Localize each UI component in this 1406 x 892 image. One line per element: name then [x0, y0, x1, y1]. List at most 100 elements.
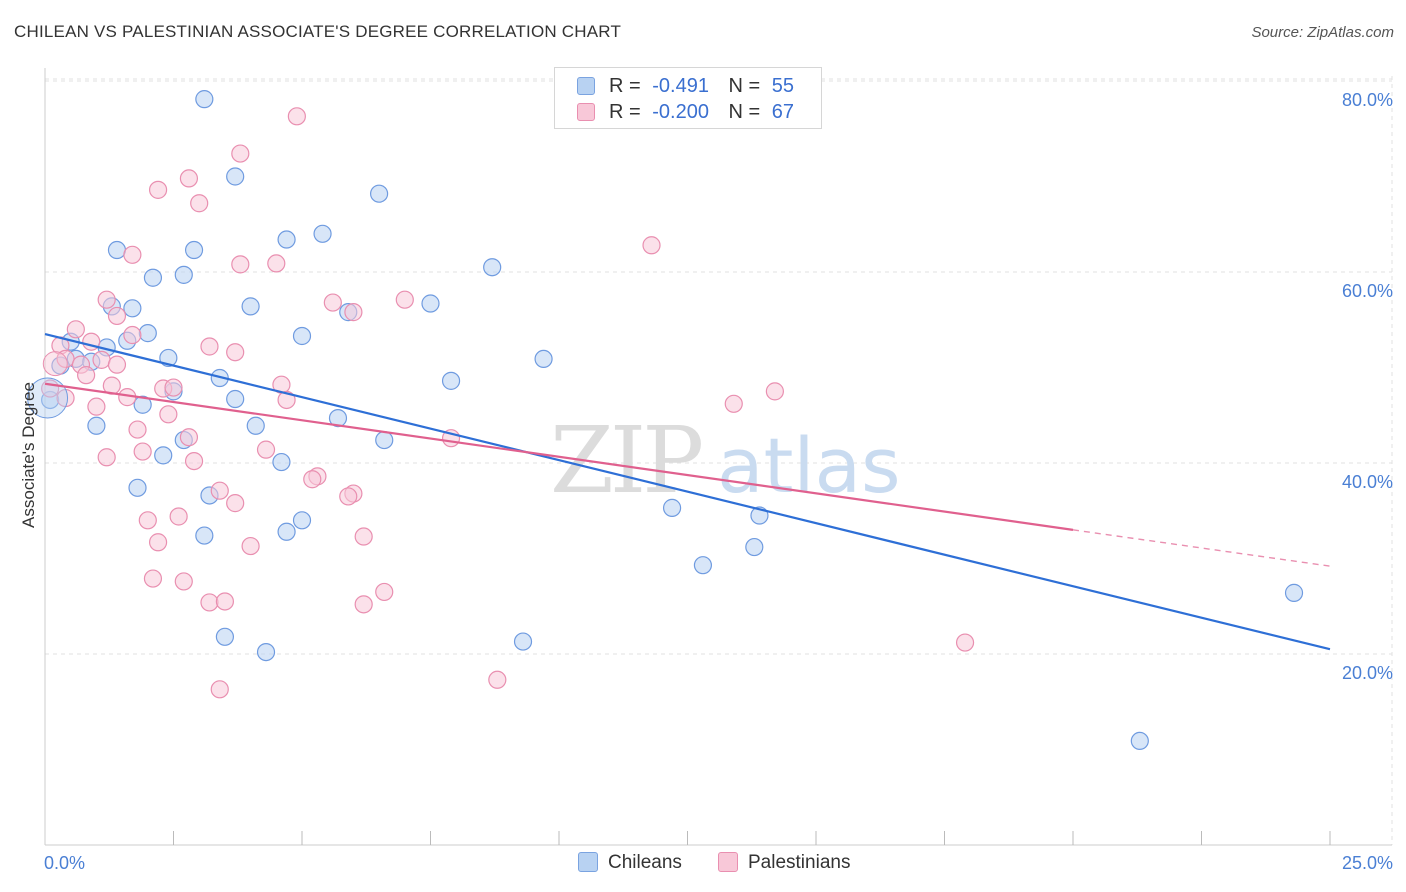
- point-chileans: [370, 184, 389, 203]
- point-chileans: [246, 416, 265, 435]
- point-palestinians: [87, 397, 106, 416]
- point-chileans: [174, 265, 193, 284]
- point-chileans: [277, 230, 296, 249]
- point-palestinians: [354, 527, 373, 546]
- point-palestinians: [123, 245, 142, 264]
- bottom-legend-swatch-palestinians: [718, 852, 738, 872]
- point-palestinians: [241, 536, 260, 556]
- point-chileans: [138, 324, 157, 343]
- y-tick-label: 80.0%: [1342, 90, 1393, 110]
- point-palestinians: [765, 382, 784, 401]
- point-palestinians: [107, 306, 127, 326]
- point-palestinians: [77, 366, 96, 385]
- bottom-legend-palestinians: Palestinians: [718, 852, 850, 874]
- point-palestinians: [179, 428, 199, 447]
- point-palestinians: [97, 448, 116, 467]
- legend-row-chileans: R = -0.491 N = 55: [577, 75, 794, 101]
- point-palestinians: [123, 325, 142, 345]
- legend-n-value-chileans: 55: [771, 75, 795, 97]
- point-palestinians: [66, 320, 85, 339]
- legend-swatch-palestinians: [577, 103, 595, 121]
- point-palestinians: [200, 337, 219, 356]
- point-chileans: [1130, 731, 1149, 751]
- point-palestinians: [226, 343, 245, 362]
- stats-legend: R = -0.491 N = 55 R = -0.200 N = 67: [554, 67, 822, 129]
- bottom-legend-chileans: Chileans: [578, 852, 682, 874]
- trend-line-extension-palestinians: [1072, 529, 1331, 567]
- point-chileans: [534, 349, 553, 369]
- point-chileans: [195, 526, 214, 545]
- watermark: ZIP atlas: [550, 407, 901, 514]
- point-palestinians: [210, 481, 229, 500]
- point-chileans: [513, 632, 533, 651]
- point-palestinians: [395, 290, 414, 309]
- point-chileans: [292, 326, 312, 346]
- point-palestinians: [179, 169, 199, 188]
- legend-swatch-chileans: [577, 77, 595, 95]
- point-chileans: [272, 452, 291, 472]
- point-palestinians: [231, 255, 250, 274]
- y-tick-label: 20.0%: [1342, 663, 1393, 683]
- legend-n-label: N =: [728, 75, 761, 97]
- bottom-legend-swatch-chileans: [578, 852, 598, 872]
- legend-row-palestinians: R = -0.200 N = 67: [577, 101, 794, 127]
- point-chileans: [123, 299, 142, 318]
- trend-line-chileans: [44, 333, 1331, 651]
- point-chileans: [328, 409, 348, 428]
- point-palestinians: [267, 254, 286, 273]
- point-palestinians: [339, 487, 358, 506]
- point-palestinians: [323, 293, 342, 312]
- point-palestinians: [148, 533, 168, 552]
- point-palestinians: [226, 494, 245, 513]
- y-tick-labels: 20.0% 40.0% 60.0% 80.0%: [1342, 90, 1393, 683]
- point-chileans: [87, 416, 106, 435]
- point-palestinians: [287, 107, 306, 126]
- point-chileans: [226, 389, 245, 409]
- point-palestinians: [174, 572, 193, 591]
- axes: [44, 68, 1392, 846]
- point-chileans: [107, 240, 127, 260]
- point-palestinians: [190, 194, 209, 213]
- bottom-legend-label-chileans: Chileans: [608, 852, 682, 873]
- point-cluster-palestinians: [42, 351, 68, 377]
- point-palestinians: [231, 144, 250, 163]
- point-palestinians: [107, 355, 127, 374]
- point-palestinians: [143, 569, 163, 588]
- point-chileans: [215, 627, 234, 646]
- point-palestinians: [303, 470, 322, 489]
- y-axis-title: Associate's Degree: [19, 382, 38, 528]
- point-chileans: [277, 522, 296, 541]
- legend-n-label: N =: [728, 101, 761, 123]
- point-palestinians: [256, 440, 276, 459]
- point-chileans: [128, 478, 147, 497]
- watermark-atlas: atlas: [717, 421, 901, 510]
- point-palestinians: [97, 290, 116, 309]
- x-tick-label-max: 25.0%: [1342, 853, 1393, 873]
- x-tick-labels: 0.0% 25.0%: [44, 853, 1393, 873]
- point-palestinians: [128, 420, 147, 439]
- point-palestinians: [354, 595, 373, 614]
- point-palestinians: [169, 507, 188, 526]
- point-chileans: [1284, 583, 1304, 602]
- point-chileans: [375, 430, 394, 450]
- point-palestinians: [200, 593, 219, 612]
- legend-n-value-palestinians: 67: [771, 101, 795, 123]
- point-chileans: [662, 498, 682, 517]
- point-palestinians: [159, 405, 178, 424]
- gridlines: [45, 76, 1393, 845]
- point-palestinians: [210, 680, 229, 699]
- point-chileans: [154, 446, 173, 465]
- chart-source: Source: ZipAtlas.com: [1251, 24, 1394, 41]
- point-palestinians: [148, 180, 168, 199]
- chart-title: CHILEAN VS PALESTINIAN ASSOCIATE'S DEGRE…: [14, 22, 622, 41]
- point-chileans: [745, 537, 764, 557]
- point-cluster-chileans: [27, 377, 69, 419]
- point-chileans: [483, 258, 502, 277]
- point-palestinians: [488, 670, 507, 689]
- point-chileans: [292, 511, 312, 530]
- watermark-zip: ZIP: [550, 407, 701, 514]
- point-chileans: [441, 371, 461, 390]
- trend-layer: [44, 333, 1331, 651]
- point-chileans: [241, 297, 260, 316]
